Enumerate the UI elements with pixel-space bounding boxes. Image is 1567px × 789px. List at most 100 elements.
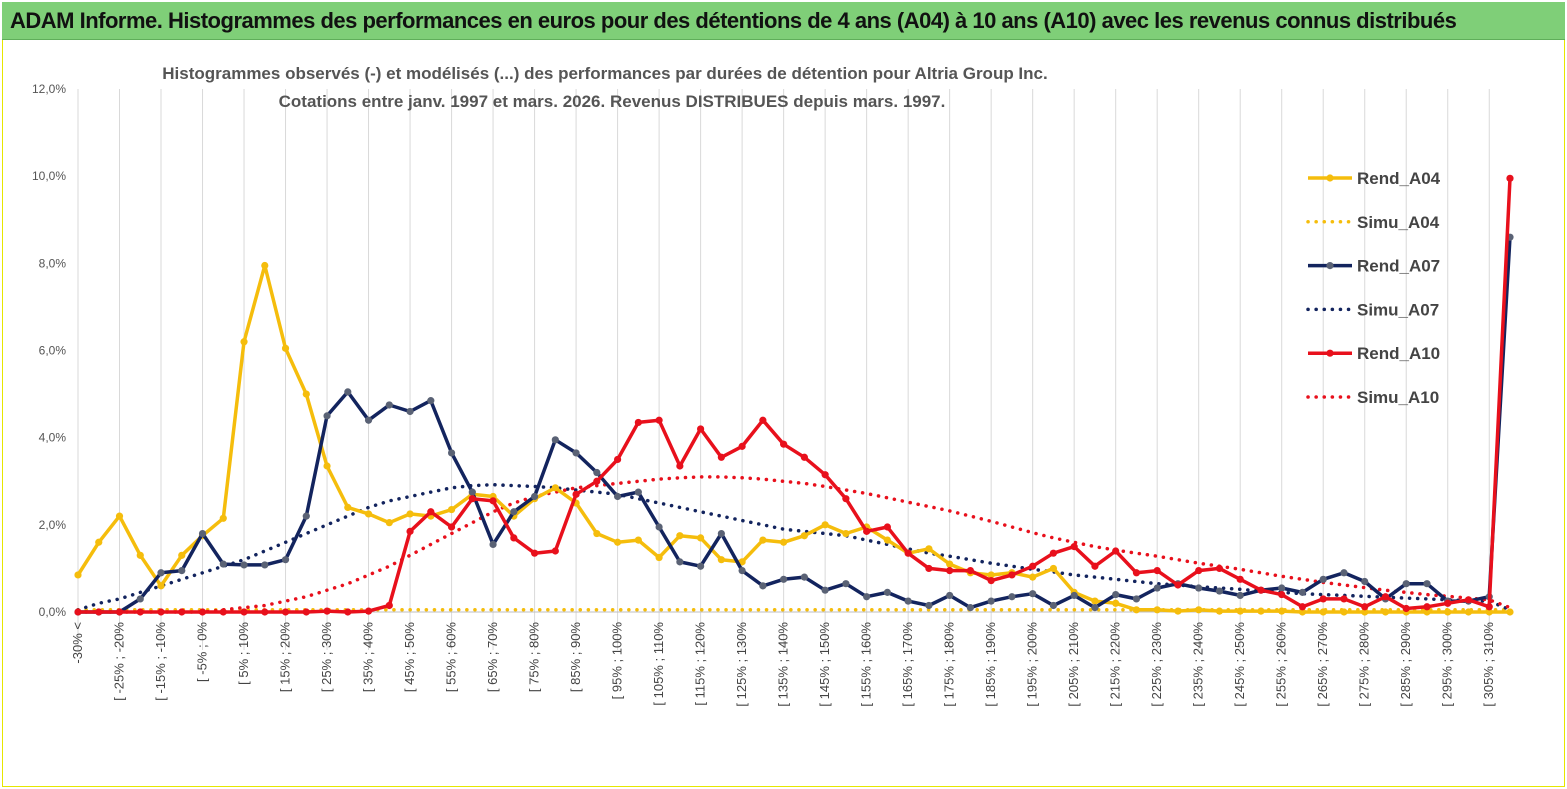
data-point (1298, 603, 1307, 611)
data-point (1070, 591, 1078, 600)
x-tick-label: [ 135% ; 140% (776, 622, 791, 707)
data-point (1112, 599, 1120, 607)
data-point (925, 545, 933, 553)
report-title: ADAM Informe. Histogrammes des performan… (10, 8, 1457, 33)
data-point (385, 401, 393, 409)
data-point (946, 591, 954, 600)
chart-title-line2: Cotations entre janv. 1997 et mars. 2026… (279, 92, 946, 111)
data-point (655, 523, 663, 531)
data-point (676, 532, 684, 540)
data-point (1485, 603, 1493, 611)
x-tick-label: [ 105% ; 110% (651, 622, 666, 706)
x-tick-label: [ 145% ; 150% (817, 622, 832, 707)
data-point (364, 607, 373, 615)
x-tick-label: [ 235% ; 240% (1191, 622, 1206, 707)
data-point (510, 508, 518, 516)
data-point (613, 492, 622, 501)
y-tick-label: 2,0% (39, 518, 67, 532)
data-point (385, 519, 393, 527)
data-point (717, 453, 725, 461)
data-point (302, 512, 310, 520)
data-point (613, 538, 622, 546)
data-point (1236, 575, 1244, 583)
data-point (115, 512, 124, 520)
data-point (198, 529, 207, 538)
data-point (1112, 547, 1120, 555)
data-point (842, 580, 850, 588)
data-point (344, 608, 352, 616)
data-point (1008, 571, 1016, 579)
data-point (1195, 566, 1203, 575)
data-point (136, 551, 144, 559)
y-tick-label: 4,0% (39, 431, 67, 445)
x-tick-label: [ 45% ; 50% (402, 622, 417, 693)
data-point (136, 595, 144, 603)
data-point (1402, 580, 1410, 588)
data-point (323, 462, 331, 470)
x-tick-label: [ 55% ; 60% (444, 622, 459, 693)
data-point (759, 536, 767, 544)
data-point (219, 560, 227, 568)
data-point (1506, 608, 1514, 616)
legend-label: Simu_A04 (1357, 213, 1440, 232)
data-point (883, 523, 891, 531)
x-tick-label: [ 305% ; 310% (1481, 622, 1496, 707)
series-line-rend-a07 (78, 237, 1512, 614)
data-point (904, 549, 912, 557)
data-point (1070, 543, 1078, 551)
data-point (406, 510, 414, 518)
data-point (261, 261, 269, 270)
x-tick-label: [ 285% ; 290% (1398, 622, 1413, 707)
x-tick-label: [ -5% ; 0% (195, 622, 210, 682)
x-tick-label: [ 295% ; 300% (1440, 622, 1455, 707)
data-point (1091, 562, 1099, 570)
x-tick-label: [ 205% ; 210% (1066, 622, 1081, 707)
data-point (1423, 580, 1431, 588)
data-point (95, 608, 103, 616)
x-tick-label: [ 245% ; 250% (1232, 622, 1247, 707)
legend-marker (1326, 262, 1334, 270)
data-point (1444, 599, 1452, 607)
data-point (468, 488, 476, 496)
data-point (572, 490, 580, 498)
data-point (613, 455, 622, 464)
data-point (987, 577, 995, 585)
data-point (842, 495, 850, 503)
data-point (344, 388, 352, 396)
data-point (468, 495, 476, 503)
data-point (821, 586, 829, 594)
data-point (697, 425, 705, 433)
y-tick-label: 6,0% (39, 344, 67, 358)
data-point (655, 553, 663, 562)
data-point (178, 566, 186, 575)
data-point (966, 604, 975, 612)
data-point (1278, 584, 1286, 592)
data-point (883, 588, 891, 596)
data-point (406, 527, 414, 535)
data-point (1195, 584, 1203, 592)
x-tick-label: [ 165% ; 170% (900, 622, 915, 707)
data-point (427, 508, 435, 516)
y-tick-label: 8,0% (39, 256, 67, 270)
data-point (281, 344, 290, 352)
data-point (530, 549, 539, 557)
x-tick-label: [ 25% ; 30% (319, 622, 334, 693)
data-point (1257, 586, 1265, 594)
data-point (1319, 608, 1327, 616)
data-point (1049, 601, 1058, 610)
chart-frame (2, 40, 1565, 787)
data-point (219, 608, 227, 616)
data-point (1340, 569, 1348, 577)
legend-marker (1326, 174, 1334, 182)
data-point (655, 416, 663, 424)
data-point (1340, 595, 1348, 603)
data-point (1029, 562, 1037, 570)
data-point (925, 564, 933, 573)
data-point (157, 569, 165, 577)
data-point (925, 601, 933, 610)
data-point (1257, 607, 1265, 615)
data-point (178, 608, 186, 616)
legend-item-simu-a04: Simu_A04 (1306, 213, 1440, 232)
data-point (1153, 584, 1161, 592)
legend-item-simu-a10: Simu_A10 (1306, 388, 1439, 407)
